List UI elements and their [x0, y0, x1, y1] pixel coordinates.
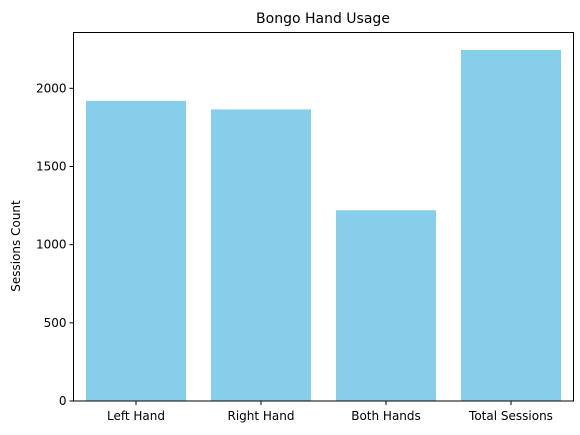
bars-group [86, 50, 561, 402]
y-tick-label: 1000 [36, 238, 67, 252]
x-tick-label: Left Hand [107, 409, 165, 423]
chart-title: Bongo Hand Usage [256, 11, 390, 27]
y-axis-title: Sessions Count [9, 200, 23, 292]
x-tick-label: Total Sessions [468, 409, 553, 423]
bar-both-hands [336, 210, 436, 401]
x-tick-label: Right Hand [227, 409, 294, 423]
bar-total-sessions [461, 50, 561, 401]
bar-right-hand [211, 109, 311, 402]
y-tick-label: 2000 [36, 81, 67, 95]
plot-frame [73, 32, 574, 402]
x-tick-label: Both Hands [351, 409, 421, 423]
bar-left-hand [86, 100, 186, 401]
y-tick-label: 500 [44, 316, 67, 330]
y-tick-label: 0 [59, 394, 67, 408]
x-axis-ticks: Left Hand Right Hand Both Hands Total Sessi… [107, 401, 553, 423]
y-tick-label: 1500 [36, 159, 67, 173]
y-axis-ticks: 0 500 1000 1500 2000 [36, 81, 74, 408]
